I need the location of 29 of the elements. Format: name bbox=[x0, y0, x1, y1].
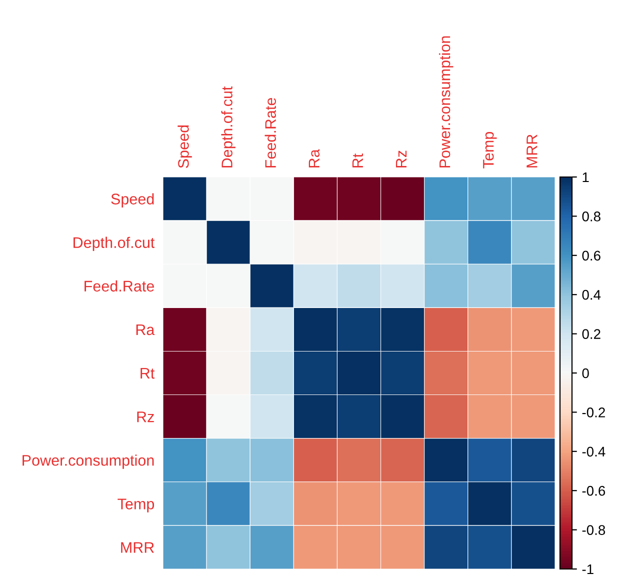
y-tick-label: Feed.Rate bbox=[84, 280, 154, 292]
y-tick-label: Speed bbox=[111, 193, 154, 208]
color-bar-label: 1 bbox=[582, 172, 589, 182]
x-tick-label: Temp bbox=[483, 132, 497, 168]
y-tick-label: MRR bbox=[121, 542, 154, 553]
x-tick-label: Rz bbox=[396, 150, 407, 168]
y-tick-label: Power.consumption bbox=[22, 454, 154, 469]
color-bar-label: -0.6 bbox=[582, 486, 606, 496]
y-tick-label: Temp bbox=[118, 498, 154, 512]
x-tick-label: Rt bbox=[352, 154, 364, 168]
color-bar-label: -0.4 bbox=[582, 446, 606, 457]
color-bar-label: 0 bbox=[582, 368, 589, 378]
y-tick-label: Ra bbox=[136, 324, 155, 336]
color-bar-label: 0.6 bbox=[582, 250, 600, 261]
y-tick-label: Depth.of.cut bbox=[74, 236, 155, 252]
x-tick-label: Feed.Rate bbox=[264, 98, 276, 168]
x-tick-label: Speed bbox=[178, 125, 192, 168]
color-bar-label: -0.2 bbox=[582, 408, 605, 418]
x-tick-label: Power.consumption bbox=[438, 36, 454, 168]
color-bar-label: 0.8 bbox=[582, 212, 600, 222]
y-tick-label: Rt bbox=[140, 368, 155, 379]
x-tick-label: Depth.of.cut bbox=[221, 86, 236, 168]
y-tick-label: Rz bbox=[137, 412, 154, 422]
color-bar-label: -1 bbox=[582, 564, 594, 574]
x-tick-label: MRR bbox=[526, 134, 538, 168]
color-bar-label: -0.8 bbox=[582, 525, 606, 535]
x-tick-label: Ra bbox=[308, 149, 320, 168]
color-bar-label: 0.2 bbox=[582, 329, 600, 339]
color-bar-label: 0.4 bbox=[582, 290, 601, 300]
